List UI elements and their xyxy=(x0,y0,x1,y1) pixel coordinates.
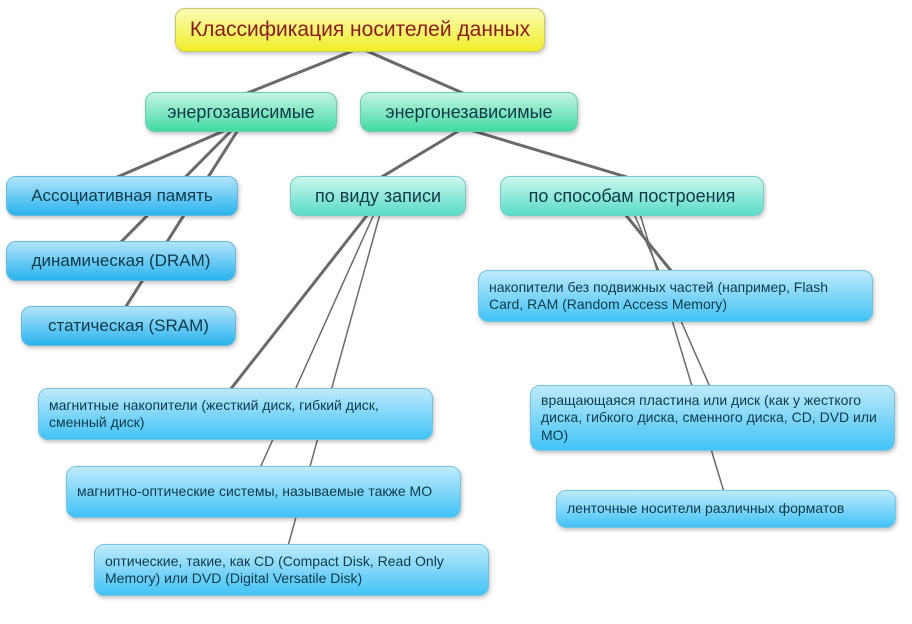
node-rotating-label: вращающаяся пластина или диск (как у жес… xyxy=(541,392,884,445)
node-root-label: Классификация носителей данных xyxy=(190,18,530,42)
diagram-canvas: Классификация носителей данных энергозав… xyxy=(0,0,912,624)
node-mo: магнитно-оптические системы, называемые … xyxy=(66,466,461,518)
node-nonvolatile-label: энергонезависимые xyxy=(385,102,552,123)
node-nomoving-label: накопители без подвижных частей (наприме… xyxy=(489,279,862,314)
node-optical: оптические, такие, как CD (Compact Disk,… xyxy=(94,544,489,596)
node-assoc: Ассоциативная память xyxy=(6,176,238,216)
node-sram: статическая (SRAM) xyxy=(21,306,236,346)
node-root: Классификация носителей данных xyxy=(175,8,545,52)
node-nonvolatile: энергонезависимые xyxy=(360,92,578,132)
node-rotating: вращающаяся пластина или диск (как у жес… xyxy=(530,385,895,451)
node-dram: динамическая (DRAM) xyxy=(6,241,236,281)
node-bywrite-label: по виду записи xyxy=(315,186,441,207)
node-magnetic-label: магнитные накопители (жесткий диск, гибк… xyxy=(49,397,422,432)
node-volatile-label: энергозависимые xyxy=(167,102,314,123)
node-volatile: энергозависимые xyxy=(145,92,337,132)
node-sram-label: статическая (SRAM) xyxy=(48,316,209,336)
node-byconstr: по способам построения xyxy=(500,176,764,216)
node-tape-label: ленточные носители различных форматов xyxy=(567,500,844,518)
node-optical-label: оптические, такие, как CD (Compact Disk,… xyxy=(105,553,478,588)
node-bywrite: по виду записи xyxy=(290,176,466,216)
node-magnetic: магнитные накопители (жесткий диск, гибк… xyxy=(38,388,433,440)
node-mo-label: магнитно-оптические системы, называемые … xyxy=(77,483,432,501)
node-tape: ленточные носители различных форматов xyxy=(556,490,896,528)
node-nomoving: накопители без подвижных частей (наприме… xyxy=(478,270,873,322)
node-dram-label: динамическая (DRAM) xyxy=(32,251,211,271)
node-assoc-label: Ассоциативная память xyxy=(31,186,213,206)
node-byconstr-label: по способам построения xyxy=(529,186,736,207)
